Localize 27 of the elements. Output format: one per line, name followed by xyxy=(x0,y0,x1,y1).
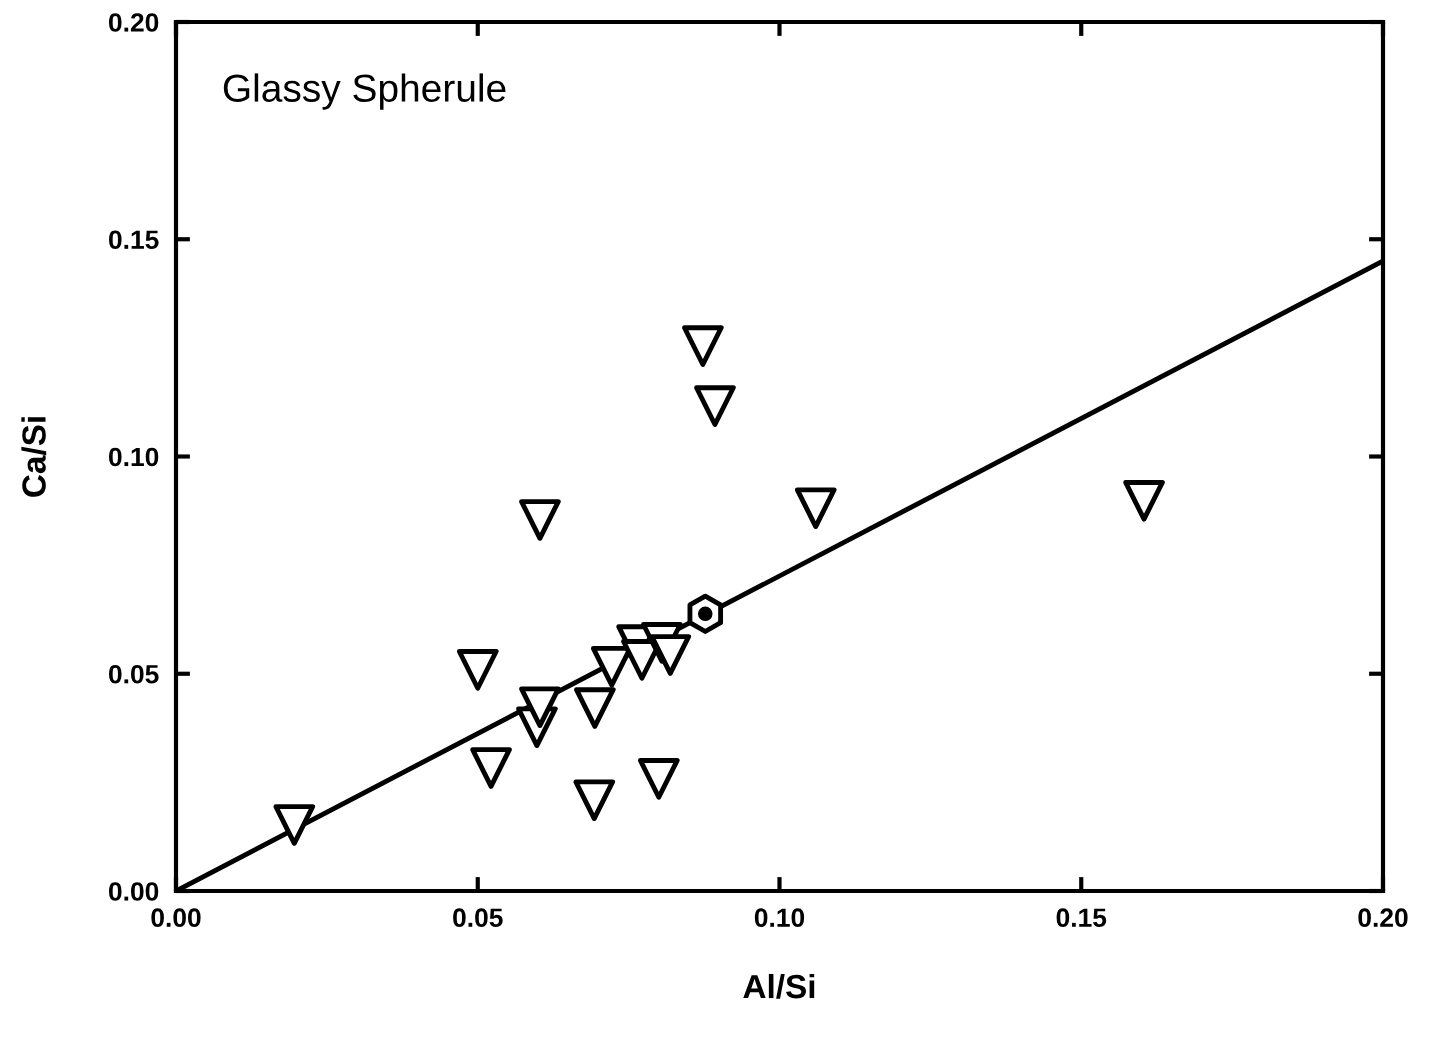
point xyxy=(794,487,837,530)
point xyxy=(638,758,680,800)
point xyxy=(649,634,692,676)
point xyxy=(573,779,616,821)
point xyxy=(470,747,512,789)
point xyxy=(519,686,561,729)
y-axis-title: Ca/Si xyxy=(21,417,47,497)
point xyxy=(687,593,724,634)
y-tick-label: 0.15 xyxy=(109,230,159,250)
x-axis-title: Al/Si xyxy=(743,973,815,999)
y-tick-label: 0.05 xyxy=(109,664,159,684)
y-tick-label: 0.00 xyxy=(109,882,159,901)
x-tick-label: 0.05 xyxy=(453,908,503,928)
point xyxy=(273,804,316,846)
point xyxy=(1123,480,1165,522)
point xyxy=(694,385,736,427)
y-tick-label: 0.20 xyxy=(109,13,159,32)
point xyxy=(574,687,616,729)
point xyxy=(682,325,724,367)
x-tick-label: 0.00 xyxy=(151,908,201,928)
point xyxy=(456,649,499,691)
x-tick-label: 0.20 xyxy=(1358,908,1408,928)
x-tick-label: 0.10 xyxy=(754,908,805,928)
y-tick-label: 0.10 xyxy=(109,447,159,467)
annotation: Glassy Spherule xyxy=(223,73,506,110)
point xyxy=(519,499,561,541)
x-tick-label: 0.15 xyxy=(1056,908,1107,928)
